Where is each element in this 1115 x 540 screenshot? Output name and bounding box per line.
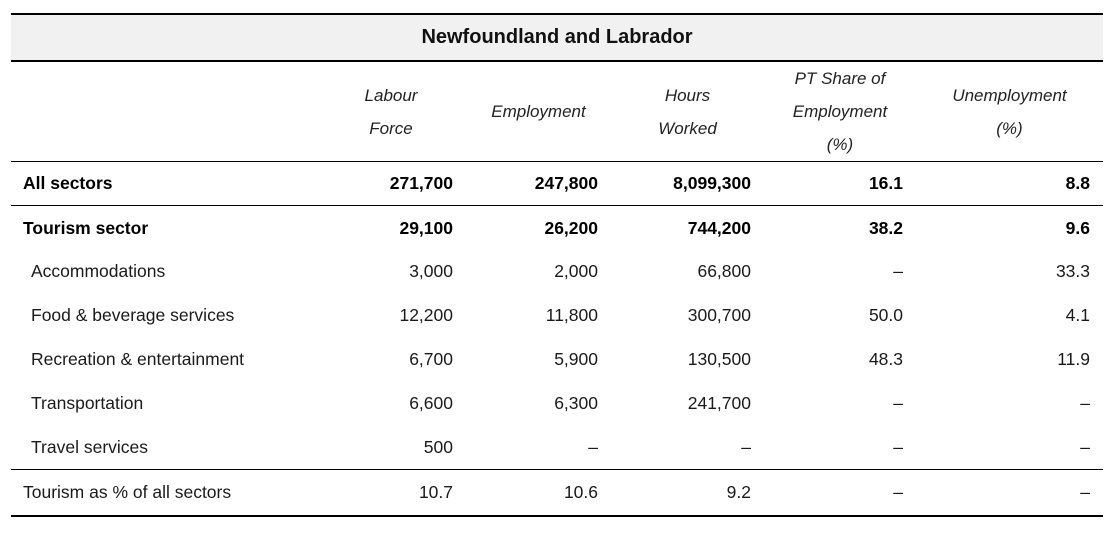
column-header-empty	[11, 61, 316, 163]
table-row-all-sectors: All sectors 271,700 247,800 8,099,300 16…	[11, 161, 1103, 207]
table-title: Newfoundland and Labrador	[11, 13, 1103, 62]
column-header-hours-worked: Hours Worked	[611, 61, 764, 163]
table-row-travel-services: Travel services 500 – – – –	[11, 425, 1103, 471]
cell-pt-share: 16.1	[764, 161, 916, 207]
stats-table: Newfoundland and Labrador Labour Force E…	[11, 13, 1103, 517]
cell-pt-share: –	[893, 393, 903, 414]
cell-employment: 6,300	[554, 393, 598, 414]
row-label: Recreation & entertainment	[31, 349, 245, 370]
cell-labour-force: 10.7	[316, 469, 466, 517]
column-header-labour-force: Labour Force	[316, 61, 466, 163]
row-label: Tourism sector	[23, 217, 149, 238]
table-container: Newfoundland and Labrador Labour Force E…	[11, 13, 1103, 517]
table-row-food-beverage: Food & beverage services 12,200 11,800 3…	[11, 294, 1103, 338]
column-header-unemployment: Unemployment (%)	[916, 61, 1103, 163]
row-label: Transportation	[31, 393, 144, 414]
cell-hours-worked: 66,800	[697, 261, 751, 282]
title-row: Newfoundland and Labrador	[11, 13, 1103, 62]
cell-hours-worked: –	[611, 425, 764, 471]
cell-hours-worked: 8,099,300	[611, 161, 764, 207]
cell-employment: 26,200	[544, 217, 598, 238]
cell-employment: 247,800	[466, 161, 611, 207]
cell-labour-force: 3,000	[409, 261, 453, 282]
cell-unemployment: –	[916, 425, 1103, 471]
cell-unemployment: 4.1	[1065, 305, 1090, 326]
cell-unemployment: 9.6	[1065, 217, 1090, 238]
table-row-tourism-share: Tourism as % of all sectors 10.7 10.6 9.…	[11, 469, 1103, 517]
cell-hours-worked: 300,700	[687, 305, 751, 326]
cell-pt-share: –	[893, 261, 903, 282]
column-header-employment: Employment	[466, 61, 611, 163]
row-label: Travel services	[11, 425, 316, 471]
table-row-recreation: Recreation & entertainment 6,700 5,900 1…	[11, 338, 1103, 382]
table-row-transportation: Transportation 6,600 6,300 241,700 – –	[11, 382, 1103, 426]
table-row-accommodations: Accommodations 3,000 2,000 66,800 – 33.3	[11, 250, 1103, 294]
cell-hours-worked: 241,700	[687, 393, 751, 414]
cell-employment: 11,800	[545, 305, 598, 326]
cell-unemployment: 8.8	[916, 161, 1103, 207]
cell-labour-force: 29,100	[399, 217, 453, 238]
table-row-tourism-sector: Tourism sector 29,100 26,200 744,200 38.…	[11, 206, 1103, 250]
cell-hours-worked: 9.2	[611, 469, 764, 517]
header-row: Labour Force Employment Hours Worked PT …	[11, 61, 1103, 163]
cell-employment: 5,900	[554, 349, 598, 370]
cell-employment: –	[466, 425, 611, 471]
cell-labour-force: 6,700	[409, 349, 453, 370]
row-label: Accommodations	[31, 261, 166, 282]
cell-hours-worked: 130,500	[687, 349, 751, 370]
cell-hours-worked: 744,200	[687, 217, 751, 238]
cell-pt-share: 48.3	[868, 349, 903, 370]
cell-pt-share: –	[764, 425, 916, 471]
cell-unemployment: –	[916, 469, 1103, 517]
cell-labour-force: 500	[316, 425, 466, 471]
cell-pt-share: 38.2	[868, 217, 903, 238]
row-label: Tourism as % of all sectors	[11, 469, 316, 517]
cell-unemployment: –	[1080, 393, 1090, 414]
row-label: Food & beverage services	[31, 305, 235, 326]
cell-pt-share: –	[764, 469, 916, 517]
cell-labour-force: 6,600	[409, 393, 453, 414]
column-header-pt-share: PT Share of Employment (%)	[764, 61, 916, 163]
cell-employment: 10.6	[466, 469, 611, 517]
cell-labour-force: 12,200	[399, 305, 453, 326]
cell-employment: 2,000	[554, 261, 598, 282]
cell-unemployment: 11.9	[1057, 349, 1090, 370]
cell-unemployment: 33.3	[1055, 261, 1090, 282]
cell-pt-share: 50.0	[868, 305, 903, 326]
row-label: All sectors	[11, 161, 316, 207]
cell-labour-force: 271,700	[316, 161, 466, 207]
